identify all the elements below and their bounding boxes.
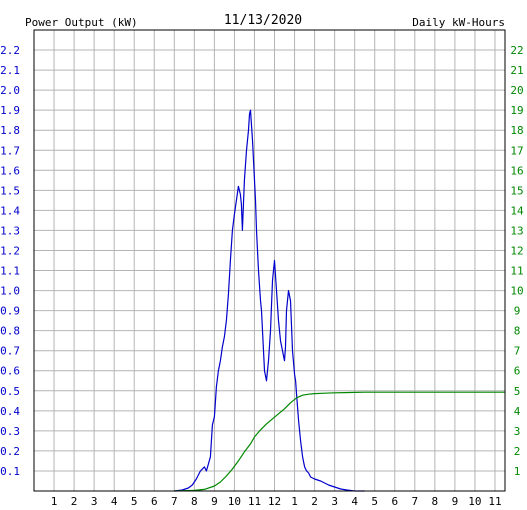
x-tick-label: 12 [268,495,281,508]
x-tick-label: 2 [311,495,318,508]
x-tick-label: 10 [468,495,481,508]
left-tick-label: 2.1 [0,64,20,77]
right-tick-label: 18 [510,124,523,137]
right-tick-label: 16 [510,164,523,177]
right-tick-label: 8 [514,325,521,338]
series-lines [174,109,505,492]
right-tick-label: 15 [510,184,523,197]
left-axis-label: Power Output (kW) [25,16,138,29]
x-tick-label: 8 [432,495,439,508]
x-tick-label: 6 [391,495,398,508]
right-tick-label: 12 [510,244,523,257]
x-axis-ticks: 1 2 3 4 5 6 7 8 9 10 11 12 1 2 3 4 5 6 7 8 9 10 11 [51,495,502,508]
right-axis-label: Daily kW-Hours [412,16,505,29]
right-tick-label: 4 [514,405,521,418]
left-tick-label: 1.1 [0,265,20,278]
power-output-line [174,109,365,492]
right-tick-label: 10 [510,285,523,298]
right-tick-label: 2 [514,445,521,458]
left-tick-label: 0.1 [0,465,20,478]
right-tick-label: 6 [514,365,521,378]
left-tick-label: 1.8 [0,124,20,137]
x-tick-label: 9 [211,495,218,508]
chart-grid [34,30,505,491]
x-tick-label: 1 [291,495,298,508]
x-tick-label: 5 [131,495,138,508]
x-tick-label: 10 [228,495,241,508]
left-tick-label: 1.7 [0,144,20,157]
x-tick-label: 1 [51,495,58,508]
plot-frame [33,29,506,492]
left-tick-label: 1.6 [0,164,20,177]
left-tick-label: 0.8 [0,325,20,338]
right-tick-label: 19 [510,104,523,117]
left-tick-label: 0.2 [0,445,20,458]
right-tick-label: 21 [510,64,523,77]
x-tick-label: 7 [171,495,178,508]
x-tick-label: 9 [452,495,459,508]
right-tick-label: 17 [510,144,523,157]
left-tick-label: 1.9 [0,104,20,117]
x-tick-label: 6 [151,495,158,508]
left-axis-ticks: 0.1 0.2 0.3 0.4 0.5 0.6 0.7 0.8 0.9 1.0 1.1 1.2 1.3 1… [0,44,20,478]
x-tick-label: 2 [71,495,78,508]
left-tick-label: 2.0 [0,84,20,97]
right-tick-label: 13 [510,224,523,237]
right-tick-label: 3 [514,425,521,438]
right-tick-label: 7 [514,345,521,358]
x-tick-label: 4 [351,495,358,508]
right-tick-label: 11 [510,265,523,278]
x-tick-label: 8 [191,495,198,508]
daily-energy-line [174,391,505,492]
right-tick-label: 1 [514,465,521,478]
left-tick-label: 0.3 [0,425,20,438]
x-tick-label: 7 [411,495,418,508]
left-tick-label: 0.7 [0,345,20,358]
left-tick-label: 1.2 [0,244,20,257]
left-tick-label: 1.4 [0,204,20,217]
right-tick-label: 20 [510,84,523,97]
right-tick-label: 9 [514,305,521,318]
left-tick-label: 0.9 [0,305,20,318]
x-tick-label: 5 [371,495,378,508]
x-tick-label: 3 [331,495,338,508]
x-tick-label: 4 [111,495,118,508]
chart-title: 11/13/2020 [224,13,302,28]
left-tick-label: 2.2 [0,44,20,57]
left-tick-label: 0.5 [0,385,20,398]
right-tick-label: 14 [510,204,524,217]
left-tick-label: 1.0 [0,285,20,298]
left-tick-label: 1.3 [0,224,20,237]
left-tick-label: 0.4 [0,405,20,418]
left-tick-label: 1.5 [0,184,20,197]
right-tick-label: 22 [510,44,523,57]
right-tick-label: 5 [514,385,521,398]
x-tick-label: 11 [488,495,501,508]
x-tick-label: 11 [248,495,261,508]
x-tick-label: 3 [91,495,98,508]
left-tick-label: 0.6 [0,365,20,378]
